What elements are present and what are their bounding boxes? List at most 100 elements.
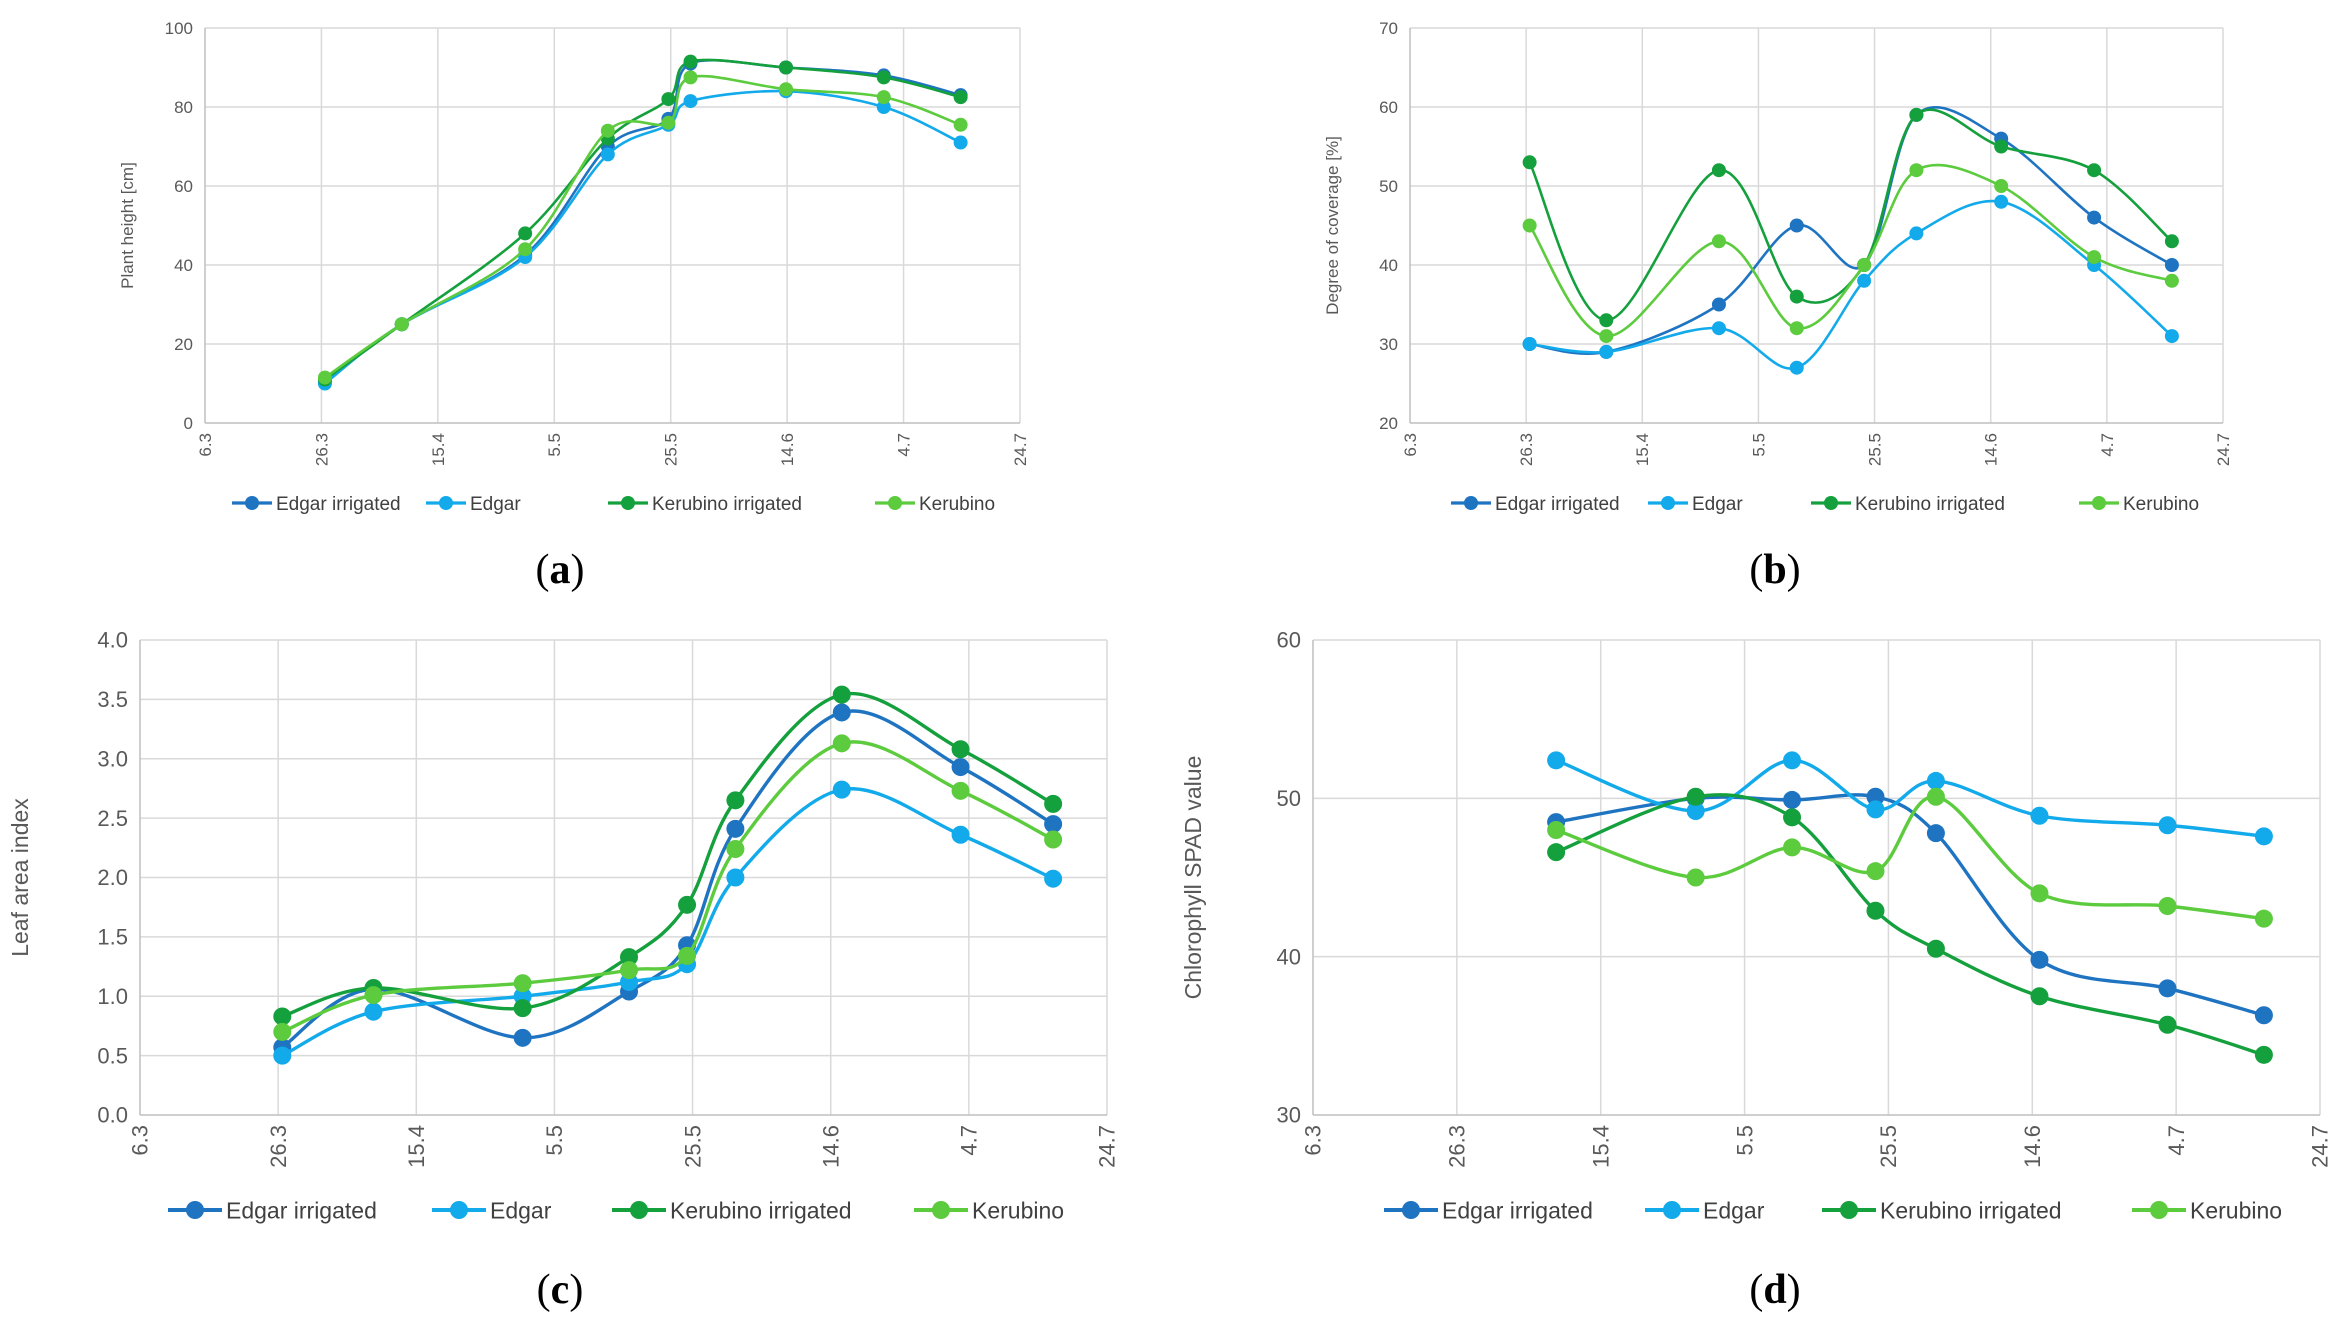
- series-line: [1528, 163, 2174, 338]
- y-axis-title: Degree of coverage [%]: [1323, 136, 1342, 315]
- legend: Edgar irrigated Edgar Kerubino irrigated Ke…: [168, 1197, 1064, 1223]
- legend-label: Kerubino irrigated: [652, 494, 802, 515]
- legend-label: Kerubino irrigated: [1880, 1197, 2062, 1223]
- legend-item-edgar: Edgar: [432, 1197, 552, 1223]
- series-kerubino: [1547, 787, 2273, 928]
- data-point: [1686, 802, 1705, 820]
- y-tick-label: 40: [1277, 944, 1301, 969]
- legend: Edgar irrigated Edgar Kerubino irrigated Ke…: [1451, 494, 2199, 515]
- x-tick-label: 24.7: [1011, 433, 1030, 466]
- data-point: [1866, 800, 1885, 819]
- data-point: [1044, 815, 1063, 834]
- legend-label: Kerubino: [919, 494, 995, 515]
- data-point: [1926, 939, 1945, 958]
- legend-item-kerubino: Kerubino: [2132, 1197, 2282, 1223]
- data-point: [1994, 139, 2009, 154]
- data-point: [1044, 869, 1063, 888]
- series-line: [323, 58, 962, 383]
- y-tick-label: 4.0: [97, 628, 128, 653]
- data-point: [726, 791, 745, 810]
- data-point: [2254, 1045, 2273, 1064]
- data-point: [513, 1028, 532, 1047]
- legend-label: Edgar irrigated: [276, 494, 401, 515]
- data-point: [1711, 163, 1726, 178]
- legend-item-kerubino-irrigated: Kerubino irrigated: [612, 1197, 852, 1223]
- data-point: [1711, 297, 1726, 312]
- legend-item-kerubino: Kerubino: [2079, 494, 2199, 515]
- gridlines: [1410, 27, 2224, 423]
- series-kerubino: [317, 70, 968, 385]
- y-tick-label: 0.0: [97, 1103, 128, 1128]
- x-tick-label: 26.3: [266, 1125, 291, 1168]
- series-kerubino-irrigated: [1547, 787, 2273, 1064]
- series-line: [323, 89, 962, 385]
- panel-label: (a): [536, 547, 585, 593]
- data-point: [1926, 824, 1945, 843]
- legend-swatch-marker: [439, 496, 453, 510]
- y-tick-label: 60: [174, 177, 193, 196]
- data-point: [832, 734, 851, 753]
- x-tick-label: 4.7: [895, 433, 914, 457]
- y-tick-label: 2.5: [97, 806, 128, 831]
- x-tick-label: 25.5: [680, 1125, 705, 1168]
- data-point: [678, 946, 697, 965]
- legend-label: Edgar: [1692, 494, 1743, 515]
- data-point: [951, 758, 970, 777]
- data-point: [953, 135, 968, 150]
- data-point: [1789, 289, 1804, 304]
- x-tick-label: 26.3: [312, 433, 331, 466]
- data-point: [620, 961, 639, 980]
- legend-swatch-marker: [1663, 1201, 1681, 1219]
- x-tick-label: 24.7: [2214, 433, 2233, 466]
- y-tick-label: 3.5: [97, 687, 128, 712]
- data-point: [1789, 218, 1804, 233]
- data-point: [364, 986, 383, 1005]
- data-point: [726, 868, 745, 887]
- data-point: [1686, 787, 1705, 806]
- data-point: [1866, 787, 1885, 806]
- x-tick-label: 14.6: [1982, 433, 2001, 466]
- x-tick-label: 5.5: [542, 1125, 567, 1156]
- x-tick-label: 5.5: [1749, 433, 1768, 457]
- data-point: [600, 147, 615, 162]
- series-edgar-irrigated: [273, 703, 1063, 1057]
- data-point: [1599, 313, 1614, 328]
- data-point: [1686, 868, 1705, 887]
- data-point: [1994, 194, 2009, 209]
- x-tick-label: 25.5: [1866, 433, 1885, 466]
- y-axis-title: Chlorophyll SPAD value: [1180, 756, 1206, 1000]
- x-tick-label: 24.7: [1095, 1125, 1120, 1168]
- legend-label: Kerubino irrigated: [670, 1197, 852, 1223]
- y-tick-label: 40: [174, 256, 193, 275]
- legend-item-edgar: Edgar: [1648, 494, 1743, 515]
- y-tick-label: 30: [1277, 1103, 1301, 1128]
- y-tick-label: 60: [1277, 628, 1301, 653]
- legend-label: Edgar: [1703, 1197, 1765, 1223]
- chart-c: 0.0 0.5 1.0 1.5 2.0 2.5 3.0 3.5 4.0 6.3 26.3 15.4 5.…: [7, 628, 1120, 1313]
- data-point: [1783, 838, 1802, 857]
- legend-swatch-marker: [1464, 496, 1478, 510]
- y-tick-label: 70: [1379, 19, 1398, 38]
- data-point: [1857, 258, 1872, 272]
- data-point: [1522, 337, 1537, 351]
- data-point: [273, 1022, 292, 1041]
- data-point: [364, 1002, 383, 1021]
- data-point: [2164, 258, 2179, 272]
- data-point: [1599, 329, 1614, 344]
- data-point: [1909, 107, 1924, 122]
- x-tick-label: 6.3: [196, 433, 215, 457]
- panel-label: (c): [537, 1267, 584, 1313]
- legend-swatch-marker: [932, 1201, 950, 1219]
- y-axis-title: Leaf area index: [7, 798, 33, 957]
- legend: Edgar irrigated Edgar Kerubino irrigated Ke…: [232, 494, 995, 515]
- chart-panel-d: 30 40 50 60 6.3 26.3 15.4 5.5 25.5 14.6 4.7 24.7 Chl…: [1175, 628, 2350, 1330]
- data-point: [832, 703, 851, 722]
- data-point: [1522, 155, 1537, 170]
- legend-swatch-marker: [1824, 496, 1838, 510]
- legend-item-kerubino: Kerubino: [875, 494, 995, 515]
- series-line: [280, 787, 1055, 1058]
- x-tick-label: 26.3: [1445, 1125, 1470, 1168]
- legend-label: Edgar irrigated: [1495, 494, 1620, 515]
- data-point: [726, 840, 745, 858]
